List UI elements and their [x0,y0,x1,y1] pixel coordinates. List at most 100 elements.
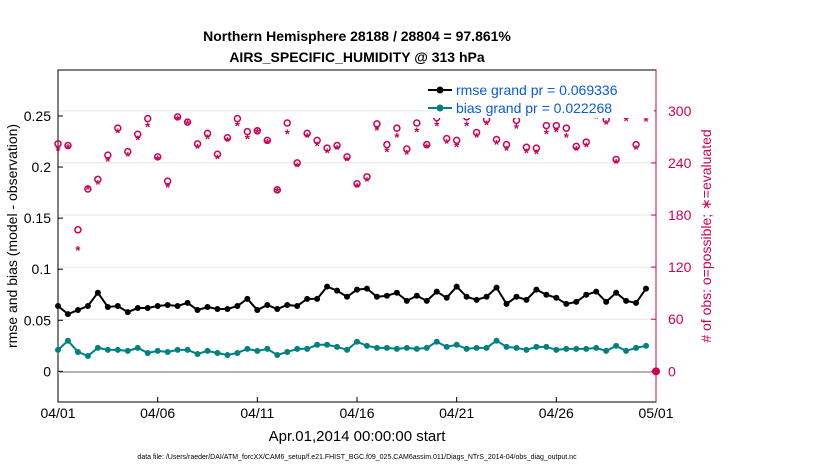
obs-evaluated-point: * [464,119,470,134]
obs-possible-point [94,175,102,184]
bias-point [383,344,390,351]
gridlines [58,110,656,320]
obs-possible-point [353,180,361,188]
rmse-point [234,302,241,309]
x-tick-label-4: 04/21 [439,405,474,421]
rmse-point [503,300,510,307]
obs-evaluated-point: * [404,147,410,162]
obs-evaluated-point: * [394,130,400,145]
bias-point [543,343,550,350]
rmse-point [453,283,460,290]
obs-evaluated-point: * [215,152,221,167]
rmse-point [613,289,620,296]
legend-bias-label: bias grand pr = 0.022268 [456,100,612,116]
obs-possible-point [612,155,620,164]
rmse-point [543,291,550,298]
rmse-point [493,284,500,291]
rmse-point [443,294,450,301]
obs-evaluated-point: * [105,154,111,169]
obs-possible-point [393,124,401,132]
obs-evaluated-point: * [374,123,380,138]
obs-evaluated-point: * [75,243,81,258]
rmse-point [64,311,71,318]
obs-evaluated-point: * [514,121,520,136]
bias-point [453,341,460,348]
legend-rmse-marker [436,86,444,94]
bias-point [413,345,420,352]
bias-point [104,346,111,353]
obs-evaluated-point: * [55,143,61,158]
x-tick-label-6: 05/01 [638,405,673,421]
obs-evaluated-point: * [265,136,271,151]
bias-point [623,347,630,354]
obs-evaluated-point: * [95,177,101,192]
obs-evaluated-point: * [564,130,570,145]
rmse-point [314,295,321,302]
bias-point [533,343,540,350]
chart-title-line2: AIRS_SPECIFIC_HUMIDITY @ 313 hPa [229,49,485,65]
obs-possible-point [293,159,301,167]
obs-evaluated-point: * [125,149,131,164]
rmse-point [294,302,301,309]
bias-point [304,345,311,352]
rmse-point [383,292,390,299]
legend: rmse grand pr = 0.069336 bias grand pr =… [428,78,654,118]
bias-point [194,350,201,357]
obs-evaluated-point: * [434,119,440,134]
bias-point [373,344,380,351]
bias-point [214,349,221,356]
bias-point [134,344,141,351]
obs-possible-point [213,150,222,158]
bias-point [393,345,400,352]
obs-possible-point [423,140,431,149]
y-left-tick-label-5: 0.25 [24,108,51,124]
obs-possible-point [632,140,640,149]
bias-point [493,337,500,344]
obs-evaluated-point: * [614,156,620,171]
bias-point [114,346,121,353]
obs-evaluated-point: * [574,143,580,158]
bias-point [363,342,370,349]
obs-possible-point [84,185,92,193]
obs-evaluated-point: * [155,152,161,167]
bias-point [573,345,580,352]
obs-possible-point [542,121,551,130]
rmse-point [84,302,91,309]
obs-possible-point [452,136,461,145]
obs-evaluated-point: * [185,117,191,132]
obs-possible-point [124,147,132,156]
rmse-point [423,297,430,304]
bias-point [603,347,610,354]
obs-possible-point [502,140,511,149]
obs-possible-point [343,153,351,161]
obs-possible-point [403,145,411,153]
obs-evaluated-point: * [165,180,171,195]
obs-possible-point [413,119,421,127]
rmse-point [553,294,560,301]
y-left-tick-label-1: 0.05 [24,312,51,328]
y-right-tick-label-4: 240 [668,155,692,171]
bias-point [593,344,600,351]
obs-evaluated-point: * [644,114,650,129]
bias-point [64,337,71,344]
bias-point [314,341,321,348]
obs-evaluated-point: * [85,182,91,197]
rmse-point [114,302,121,309]
bias-point [94,344,101,351]
obs-evaluated-point: * [554,125,560,140]
bias-point [264,345,271,352]
obs-evaluated-point: * [354,180,360,195]
rmse-point [363,285,370,292]
y-right-tick-label-1: 60 [668,311,684,327]
rmse-point [284,301,291,308]
obs-possible-point [243,127,252,136]
obs-evaluated-point: * [364,174,370,189]
obs-evaluated-point: * [205,132,211,147]
obs-possible-point [582,138,590,146]
obs-possible-point [532,144,541,152]
rmse-point [254,307,261,314]
series-obs_evaluated: * * * * * * * * * * * * * * * * * * * * * * * * * * * * * * * * * * * * * * * *… [55,111,649,258]
y-right-tick-label-3: 180 [668,207,692,223]
rmse-point [184,299,191,306]
